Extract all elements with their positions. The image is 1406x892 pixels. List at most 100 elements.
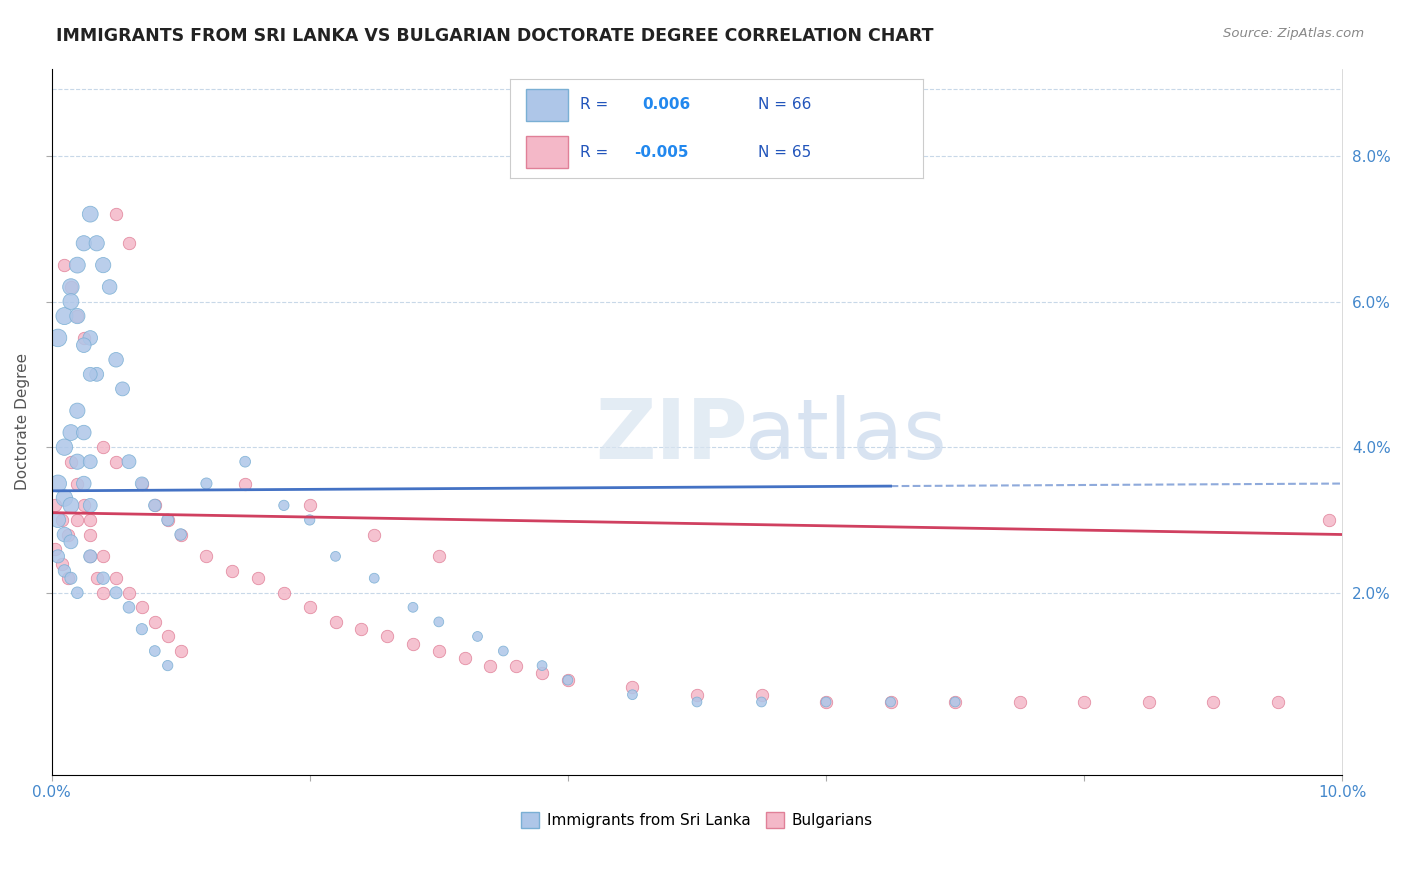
Point bbox=[91, 586, 114, 600]
Point bbox=[427, 615, 450, 629]
Point bbox=[505, 658, 527, 673]
Point bbox=[73, 499, 96, 513]
Point bbox=[79, 513, 101, 527]
Y-axis label: Doctorate Degree: Doctorate Degree bbox=[15, 353, 30, 491]
Point bbox=[195, 549, 218, 564]
Point bbox=[156, 513, 179, 527]
Point bbox=[111, 382, 134, 396]
Point bbox=[51, 513, 73, 527]
Point bbox=[402, 600, 425, 615]
Point bbox=[1073, 695, 1095, 709]
Point bbox=[943, 695, 966, 709]
Point bbox=[79, 368, 101, 382]
Point bbox=[1202, 695, 1225, 709]
Text: atlas: atlas bbox=[745, 395, 946, 476]
Point bbox=[325, 549, 347, 564]
Point bbox=[79, 455, 101, 469]
Point bbox=[79, 527, 101, 541]
Point bbox=[66, 513, 89, 527]
Point bbox=[557, 673, 579, 687]
Point bbox=[53, 258, 76, 272]
Point bbox=[105, 455, 128, 469]
Point bbox=[73, 425, 96, 440]
Point bbox=[59, 571, 82, 585]
Point bbox=[143, 499, 166, 513]
Point bbox=[53, 491, 76, 505]
Point bbox=[73, 476, 96, 491]
Point bbox=[453, 651, 475, 665]
Point bbox=[91, 258, 114, 272]
Point bbox=[79, 331, 101, 345]
Point bbox=[143, 644, 166, 658]
Text: Source: ZipAtlas.com: Source: ZipAtlas.com bbox=[1223, 27, 1364, 40]
Point bbox=[686, 695, 709, 709]
Point bbox=[169, 527, 191, 541]
Point bbox=[79, 207, 101, 221]
Legend: Immigrants from Sri Lanka, Bulgarians: Immigrants from Sri Lanka, Bulgarians bbox=[515, 806, 879, 834]
Point bbox=[66, 258, 89, 272]
Point bbox=[53, 564, 76, 578]
Point bbox=[73, 236, 96, 251]
Point bbox=[427, 549, 450, 564]
Point bbox=[105, 207, 128, 221]
Point bbox=[621, 688, 644, 702]
Point bbox=[66, 309, 89, 323]
Point bbox=[118, 455, 141, 469]
Point bbox=[492, 644, 515, 658]
Point bbox=[66, 476, 89, 491]
Point bbox=[298, 513, 321, 527]
Point bbox=[51, 557, 73, 571]
Point bbox=[79, 499, 101, 513]
Point bbox=[247, 571, 270, 585]
Point bbox=[59, 425, 82, 440]
Point bbox=[621, 681, 644, 695]
Text: IMMIGRANTS FROM SRI LANKA VS BULGARIAN DOCTORATE DEGREE CORRELATION CHART: IMMIGRANTS FROM SRI LANKA VS BULGARIAN D… bbox=[56, 27, 934, 45]
Point bbox=[79, 549, 101, 564]
Point bbox=[751, 695, 773, 709]
Point bbox=[46, 476, 69, 491]
Point bbox=[53, 440, 76, 454]
Point bbox=[105, 586, 128, 600]
Point bbox=[143, 615, 166, 629]
Point bbox=[86, 368, 108, 382]
Point bbox=[79, 549, 101, 564]
Point bbox=[86, 571, 108, 585]
Point bbox=[479, 658, 502, 673]
Point bbox=[427, 644, 450, 658]
Point bbox=[58, 571, 80, 585]
Point bbox=[53, 527, 76, 541]
Point bbox=[531, 658, 554, 673]
Point bbox=[363, 571, 385, 585]
Text: ZIP: ZIP bbox=[595, 395, 748, 476]
Point bbox=[557, 673, 579, 687]
Point bbox=[59, 294, 82, 309]
Point bbox=[195, 476, 218, 491]
Point bbox=[118, 236, 141, 251]
Point bbox=[143, 499, 166, 513]
Point bbox=[751, 688, 773, 702]
Point bbox=[169, 644, 191, 658]
Point bbox=[467, 630, 489, 644]
Point bbox=[73, 338, 96, 352]
Point bbox=[44, 499, 66, 513]
Point bbox=[273, 586, 295, 600]
Point bbox=[59, 534, 82, 549]
Point bbox=[73, 331, 96, 345]
Point bbox=[1267, 695, 1289, 709]
Point bbox=[943, 695, 966, 709]
Point bbox=[131, 600, 153, 615]
Point bbox=[531, 665, 554, 680]
Point bbox=[91, 549, 114, 564]
Point bbox=[1008, 695, 1031, 709]
Point bbox=[46, 331, 69, 345]
Point bbox=[53, 309, 76, 323]
Point bbox=[58, 527, 80, 541]
Point bbox=[131, 476, 153, 491]
Point bbox=[118, 586, 141, 600]
Point bbox=[59, 455, 82, 469]
Point bbox=[86, 236, 108, 251]
Point bbox=[91, 440, 114, 454]
Point bbox=[815, 695, 838, 709]
Point bbox=[44, 542, 66, 557]
Point bbox=[66, 309, 89, 323]
